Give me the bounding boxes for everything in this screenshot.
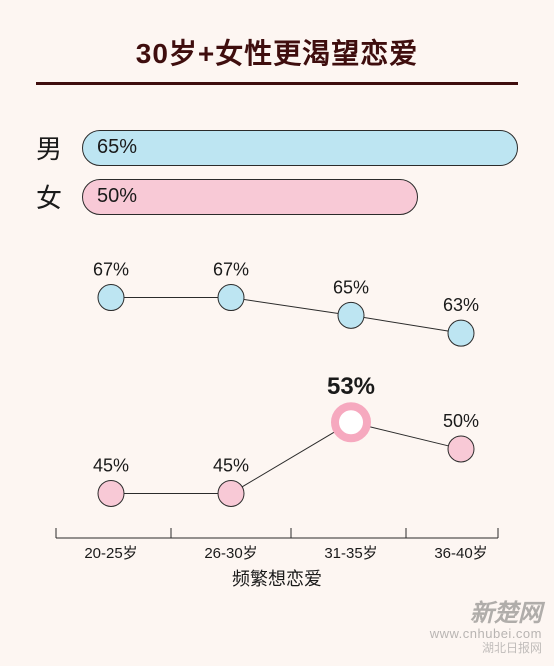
- bar-row-male: 男 65%: [36, 129, 518, 166]
- x-axis-label: 20-25岁: [84, 545, 137, 562]
- watermark-main: 新楚网: [430, 600, 542, 628]
- title-underline: [36, 82, 518, 85]
- data-point-label: 67%: [213, 260, 249, 280]
- x-axis-label: 36-40岁: [434, 545, 487, 562]
- bar-track-male: 65%: [82, 130, 518, 166]
- watermark-sub: 湖北日报网: [430, 642, 542, 656]
- line-chart-wrap: 67% 67% 65% 63% 45% 45% 53% 50% 20-25岁 26-30岁 31-3…: [36, 243, 518, 593]
- data-point-label: 45%: [213, 455, 249, 475]
- bar-label-female: 女: [36, 178, 82, 215]
- bar-value-female: 50%: [97, 185, 137, 208]
- bar-row-female: 女 50%: [36, 178, 518, 215]
- data-point-label: 53%: [327, 373, 375, 400]
- bar-label-male: 男: [36, 129, 82, 166]
- infographic-page: 30岁+女性更渴望恋爱 男 65% 女 50% 67% 67% 65% 63% 45% 4…: [0, 0, 554, 666]
- bar-track-female: 50%: [82, 179, 518, 215]
- line-chart: 67% 67% 65% 63% 45% 45% 53% 50% 20-25岁 26-30岁 31-3…: [36, 243, 518, 593]
- percentage-bars: 男 65% 女 50%: [36, 129, 518, 215]
- data-point-label: 67%: [93, 260, 129, 280]
- bar-value-male: 65%: [97, 136, 137, 159]
- watermark: 新楚网 www.cnhubei.com 湖北日报网: [430, 600, 542, 656]
- bar-fill-female: 50%: [82, 179, 418, 215]
- x-axis-label: 31-35岁: [324, 545, 377, 562]
- page-title: 30岁+女性更渴望恋爱: [0, 32, 554, 72]
- title-block: 30岁+女性更渴望恋爱: [0, 0, 554, 85]
- watermark-url: www.cnhubei.com: [430, 627, 542, 642]
- x-axis-label: 26-30岁: [204, 545, 257, 562]
- data-point-label: 45%: [93, 455, 129, 475]
- bar-fill-male: 65%: [82, 130, 518, 166]
- chart-axis-title: 频繁想恋爱: [232, 568, 322, 589]
- data-point-label: 50%: [443, 411, 479, 431]
- data-point-label: 65%: [333, 277, 369, 297]
- data-point-label: 63%: [443, 295, 479, 315]
